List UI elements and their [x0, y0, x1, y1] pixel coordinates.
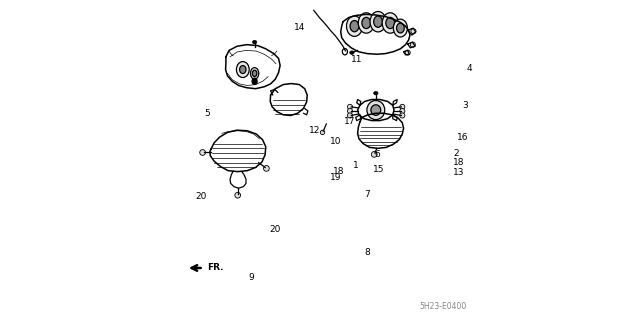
Ellipse shape	[348, 108, 353, 114]
Ellipse shape	[235, 192, 241, 198]
Ellipse shape	[348, 113, 353, 118]
Text: 7: 7	[364, 190, 370, 199]
Text: 1: 1	[353, 161, 358, 170]
Ellipse shape	[362, 17, 371, 29]
Ellipse shape	[382, 13, 398, 33]
Text: 5: 5	[204, 109, 210, 118]
Text: 6: 6	[374, 150, 380, 159]
Ellipse shape	[200, 150, 205, 155]
Ellipse shape	[400, 104, 405, 109]
Ellipse shape	[410, 42, 415, 47]
Text: 8: 8	[364, 248, 370, 256]
Ellipse shape	[346, 16, 362, 36]
Text: 12: 12	[309, 126, 321, 135]
Ellipse shape	[371, 152, 377, 157]
Text: 18: 18	[333, 167, 344, 176]
Text: 15: 15	[372, 165, 384, 174]
Text: 20: 20	[269, 225, 280, 234]
Text: 4: 4	[467, 64, 472, 73]
Ellipse shape	[239, 66, 246, 74]
Text: 10: 10	[330, 137, 341, 146]
Text: 9: 9	[248, 273, 254, 282]
Ellipse shape	[374, 16, 383, 27]
Ellipse shape	[374, 91, 378, 95]
Text: 19: 19	[330, 173, 342, 182]
Ellipse shape	[250, 68, 259, 79]
Ellipse shape	[252, 40, 257, 44]
Ellipse shape	[342, 48, 348, 55]
Text: 20: 20	[195, 192, 207, 201]
Ellipse shape	[400, 113, 405, 118]
Ellipse shape	[397, 23, 404, 33]
Text: 13: 13	[453, 168, 465, 177]
Ellipse shape	[405, 50, 410, 55]
Ellipse shape	[371, 105, 381, 115]
Ellipse shape	[350, 20, 359, 32]
Text: 5H23-E0400: 5H23-E0400	[419, 302, 466, 311]
Ellipse shape	[367, 100, 385, 120]
Text: 3: 3	[462, 101, 468, 110]
Ellipse shape	[320, 130, 324, 135]
Ellipse shape	[348, 104, 353, 109]
Text: 18: 18	[453, 158, 465, 167]
Ellipse shape	[252, 78, 257, 85]
Text: 11: 11	[351, 55, 363, 63]
Ellipse shape	[349, 51, 354, 55]
Ellipse shape	[264, 166, 269, 171]
Ellipse shape	[386, 17, 395, 29]
Ellipse shape	[252, 70, 257, 77]
Text: 2: 2	[453, 149, 459, 158]
Text: FR.: FR.	[207, 263, 223, 272]
Text: 16: 16	[457, 133, 468, 142]
Ellipse shape	[370, 11, 386, 32]
Ellipse shape	[358, 13, 374, 33]
Text: 14: 14	[294, 23, 305, 32]
Ellipse shape	[236, 62, 249, 78]
Ellipse shape	[394, 19, 408, 37]
Text: 17: 17	[344, 117, 355, 126]
Ellipse shape	[400, 108, 405, 114]
Ellipse shape	[411, 29, 416, 34]
